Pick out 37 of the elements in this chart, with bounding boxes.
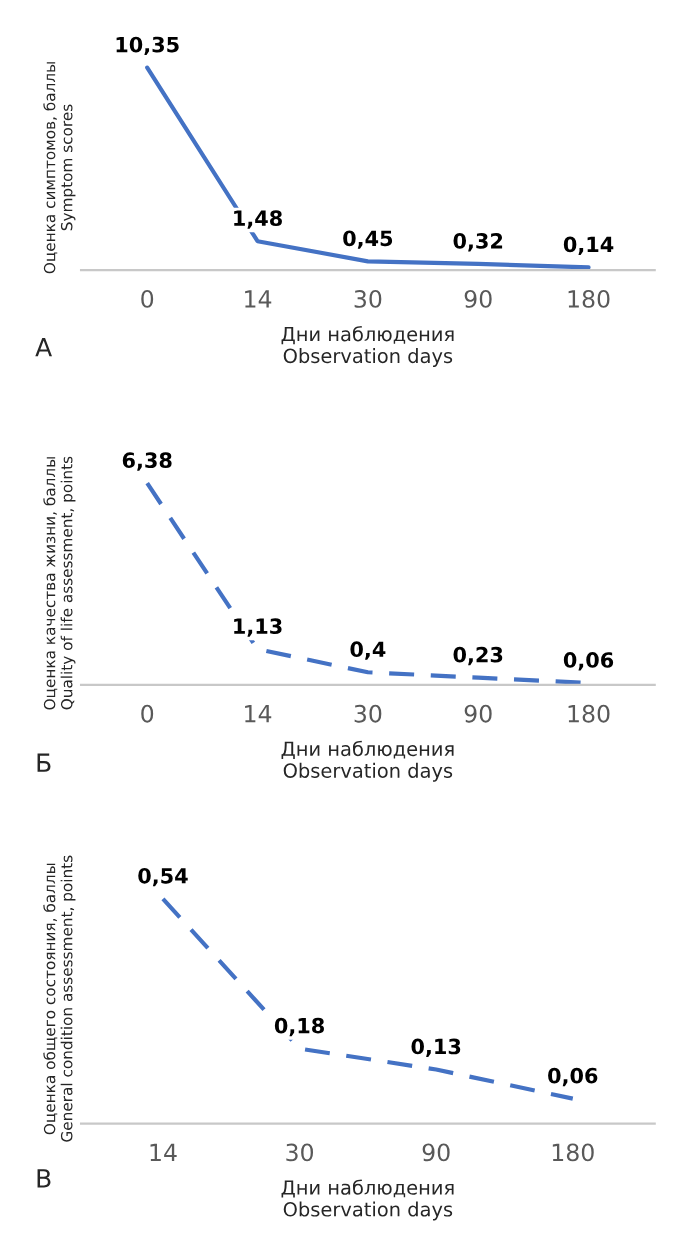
x-tick-label: 90	[422, 1143, 450, 1162]
data-label: 0,14	[563, 236, 614, 255]
data-label: 1,48	[234, 210, 282, 229]
data-label: 0,06	[563, 652, 614, 671]
data-label: 0,13	[411, 1038, 461, 1057]
x-tick-label: 180	[568, 704, 610, 723]
x-tick-label: 14	[245, 705, 272, 723]
data-label: 0,18	[274, 1017, 324, 1037]
x-tick-label: 0	[141, 290, 154, 308]
data-label: 0,45	[343, 230, 393, 249]
text: В	[37, 1169, 51, 1188]
x-tick-label: 30	[354, 704, 382, 723]
x-axis-title: Дни наблюдения Observation days	[281, 740, 454, 782]
y-axis-title: Оценка общего состояния, баллы General condition assessment, points	[43, 855, 76, 1142]
x-tick-label: 0	[141, 704, 154, 723]
data-label: 0,23	[453, 646, 503, 666]
data-label: 0,54	[138, 867, 188, 887]
data-label: 1,13	[234, 618, 282, 637]
x-tick-label: 30	[354, 290, 382, 308]
x-tick-label: 30	[286, 1143, 314, 1162]
data-label: 0,06	[548, 1067, 598, 1087]
x-tick-label: 14	[150, 1143, 177, 1161]
text: Б	[37, 753, 51, 772]
x-tick-label: 180	[552, 1143, 594, 1162]
y-axis-title: Оценка симптомов, баллы Symptom scores	[43, 62, 76, 274]
x-tick-label: 90	[464, 290, 492, 308]
text: А	[35, 338, 52, 357]
x-tick-label: 180	[568, 290, 610, 308]
data-label: 0,32	[453, 232, 503, 252]
data-label: 0,4	[350, 641, 386, 660]
y-axis-title: Оценка качества жизни, баллы Quality of life assessment, points	[43, 456, 76, 710]
x-axis-title: Дни наблюдения Observation days	[281, 326, 454, 367]
data-label: 6,38	[122, 452, 172, 471]
x-tick-label: 14	[245, 290, 272, 308]
data-label: 10,35	[116, 36, 179, 56]
x-axis-title: Дни наблюдения Observation days	[281, 1179, 454, 1221]
x-tick-label: 90	[464, 704, 492, 723]
